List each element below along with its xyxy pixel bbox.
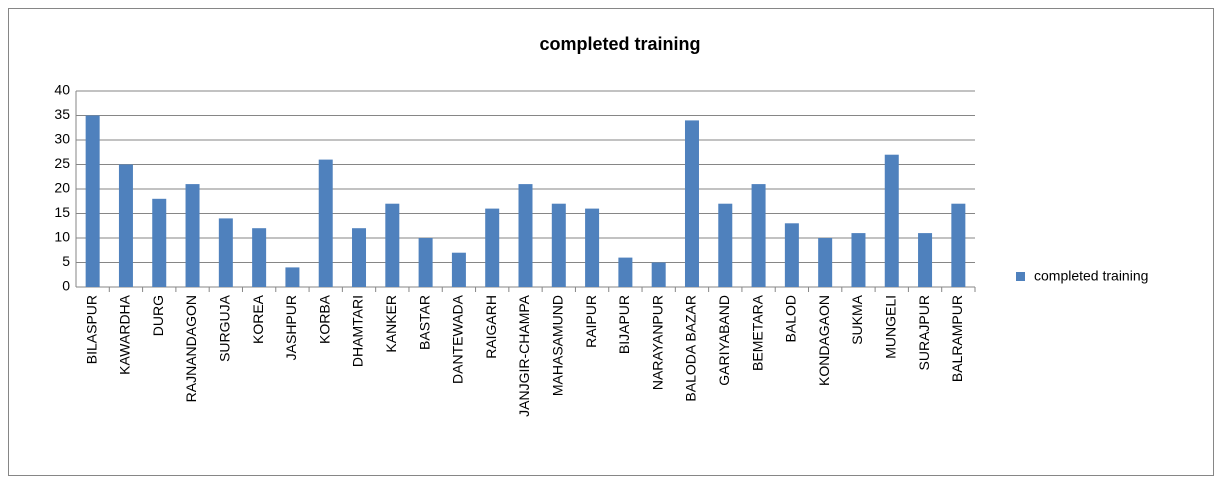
bar xyxy=(152,198,167,287)
bar xyxy=(318,159,333,287)
y-tick-label: 40 xyxy=(54,82,70,98)
bar xyxy=(951,203,966,287)
x-tick-label: BALODA BAZAR xyxy=(683,295,699,402)
bar xyxy=(118,164,133,287)
y-tick-label: 5 xyxy=(62,253,70,269)
y-tick-label: 10 xyxy=(54,229,70,245)
x-tick-label: DANTEWADA xyxy=(450,294,466,384)
bar xyxy=(618,257,633,287)
x-tick-label: JASHPUR xyxy=(283,295,299,360)
x-tick-label: DURG xyxy=(150,295,166,336)
x-tick-label: KAWARDHA xyxy=(117,294,133,375)
x-tick-label: JANJGIR-CHAMPA xyxy=(516,294,532,417)
bar xyxy=(751,184,766,287)
x-tick-label: KORBA xyxy=(316,294,332,344)
bar xyxy=(818,238,833,287)
chart-title: completed training xyxy=(539,34,700,54)
bar xyxy=(884,154,899,287)
bar xyxy=(418,238,433,287)
bar xyxy=(651,262,666,287)
bar xyxy=(252,228,267,287)
bar xyxy=(918,233,933,287)
x-tick-label: SURGUJA xyxy=(217,294,233,362)
bar xyxy=(851,233,866,287)
x-tick-label: BIJAPUR xyxy=(616,295,632,354)
x-tick-label: SURAJPUR xyxy=(916,295,932,370)
x-tick-label: BASTAR xyxy=(416,295,432,350)
y-tick-label: 35 xyxy=(54,106,70,122)
bar xyxy=(718,203,733,287)
bar xyxy=(451,252,466,287)
x-tick-label: KONDAGAON xyxy=(816,295,832,386)
bar xyxy=(285,267,300,287)
bar xyxy=(385,203,400,287)
x-tick-label: RAIGARH xyxy=(483,295,499,359)
x-tick-label: RAIPUR xyxy=(583,295,599,348)
bar xyxy=(518,184,533,287)
x-tick-label: KOREA xyxy=(250,294,266,344)
y-tick-label: 25 xyxy=(54,155,70,171)
x-tick-label: RAJNANDAGON xyxy=(183,295,199,402)
y-tick-label: 0 xyxy=(62,278,70,294)
y-tick-label: 15 xyxy=(54,204,70,220)
x-tick-label: BILASPUR xyxy=(83,295,99,364)
bar xyxy=(85,115,100,287)
legend-swatch xyxy=(1016,272,1025,281)
x-tick-label: DHAMTARI xyxy=(350,295,366,367)
x-tick-label: BEMETARA xyxy=(749,294,765,371)
bar xyxy=(218,218,233,287)
bar xyxy=(684,120,699,288)
x-tick-label: BALRAMPUR xyxy=(949,295,965,382)
x-tick-label: MAHASAMUND xyxy=(549,295,565,396)
bar xyxy=(551,203,566,287)
bar xyxy=(585,208,600,287)
bar xyxy=(485,208,500,287)
x-tick-label: BALOD xyxy=(783,295,799,342)
x-tick-label: KANKER xyxy=(383,295,399,353)
x-tick-label: GARIYABAND xyxy=(716,295,732,386)
x-tick-label: MUNGELI xyxy=(882,295,898,359)
y-tick-label: 30 xyxy=(54,131,70,147)
x-tick-label: SUKMA xyxy=(849,294,865,344)
y-tick-label: 20 xyxy=(54,180,70,196)
legend-label: completed training xyxy=(1034,268,1148,284)
chart-border xyxy=(8,8,1214,476)
x-tick-label: NARAYANPUR xyxy=(649,295,665,390)
bar xyxy=(352,228,367,287)
bar xyxy=(185,184,200,287)
bar xyxy=(784,223,799,287)
